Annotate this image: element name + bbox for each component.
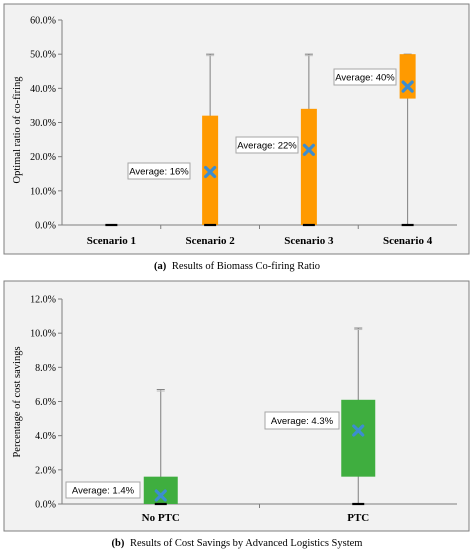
panel-a-y-tick-label: 40.0% — [30, 84, 56, 95]
panel-a-caption-label: (a) — [154, 261, 167, 272]
panel-a-y-tick-label: 20.0% — [30, 152, 56, 163]
panel-b-mean-marker — [352, 424, 365, 437]
panel-a-category-label: Scenario 4 — [383, 235, 433, 247]
panel-a-box — [399, 54, 416, 99]
panel-a-y-tick-label: 10.0% — [30, 186, 56, 197]
panel-b-category-label: No PTC — [142, 512, 180, 524]
panel-b-caption-text: Results of Cost Savings by Advanced Logi… — [130, 538, 362, 549]
panel-a: Optimal ratio of co-firing 0.0% 10.0% 20.0… — [3, 3, 470, 255]
panel-b-box — [341, 399, 376, 477]
panel-a-annotation-box — [127, 162, 191, 180]
panel-a-plot-background — [62, 20, 457, 225]
panel-a-y-tick-label: 60.0% — [30, 16, 56, 27]
panel-a-caption: (a) Results of Biomass Co-firing Ratio — [154, 261, 320, 272]
panel-b-y-tick-label: 8.0% — [35, 363, 56, 374]
panel-a-y-tick-label: 30.0% — [30, 118, 56, 129]
panel-b-y-axis-label: Percentage of cost savings — [12, 346, 23, 457]
panel-b-y-tick-label: 4.0% — [35, 431, 56, 442]
panel-b: Percentage of cost savings 0.0% 2.0% 4.0% 6… — [3, 280, 470, 532]
panel-b-category-label: PTC — [347, 512, 369, 524]
panel-b-annotation-text: Average: 4.3% — [271, 416, 334, 427]
panel-b-plot-area: 0.0% 2.0% 4.0% 6.0% 8.0% 10.0% 12.0% No PTC Aver… — [30, 295, 457, 524]
panel-b-y-tick-label: 0.0% — [35, 500, 56, 511]
panel-b-caption-label: (b) — [112, 538, 125, 549]
panel-b-caption: (b) Results of Cost Savings by Advanced … — [112, 538, 363, 549]
panel-b-y-tick-label: 12.0% — [30, 295, 56, 306]
panel-a-annotation-text: Average: 40% — [335, 73, 395, 84]
panel-a-mean-marker — [302, 143, 315, 156]
panel-a-plot-area: 0.0% 10.0% 20.0% 30.0% 40.0% 50.0% 60.0% Scenar… — [30, 16, 457, 247]
panel-a-category-label: Scenario 3 — [284, 235, 334, 247]
panel-b-mean-marker — [154, 489, 167, 502]
panel-a-category-label: Scenario 2 — [186, 235, 236, 247]
panel-a-mean-marker — [204, 165, 217, 179]
panel-b-annotation-box — [65, 481, 141, 499]
panel-a-y-tick-label: 0.0% — [35, 221, 56, 232]
panel-b-annotation-box — [264, 411, 340, 430]
panel-a-caption-text: Results of Biomass Co-firing Ratio — [172, 261, 320, 272]
panel-a-category-label: Scenario 1 — [87, 235, 136, 247]
panel-b-y-tick-label: 10.0% — [30, 329, 56, 340]
panel-b-box — [143, 476, 178, 504]
panel-a-y-axis-label: Optimal ratio of co-firing — [12, 76, 23, 184]
panel-a-annotation-text: Average: 16% — [129, 167, 189, 178]
panel-a-annotation-box — [333, 68, 397, 86]
panel-a-mean-marker — [401, 80, 414, 93]
panel-b-y-tick-label: 2.0% — [35, 465, 56, 476]
panel-a-y-tick-label: 50.0% — [30, 50, 56, 61]
panel-a-annotation-text: Average: 22% — [237, 141, 297, 152]
panel-a-annotation-box — [235, 136, 299, 154]
panel-a-box — [300, 108, 317, 225]
panel-b-annotation-text: Average: 1.4% — [72, 486, 135, 497]
panel-b-plot-background — [62, 299, 457, 504]
panel-b-y-tick-label: 6.0% — [35, 397, 56, 408]
